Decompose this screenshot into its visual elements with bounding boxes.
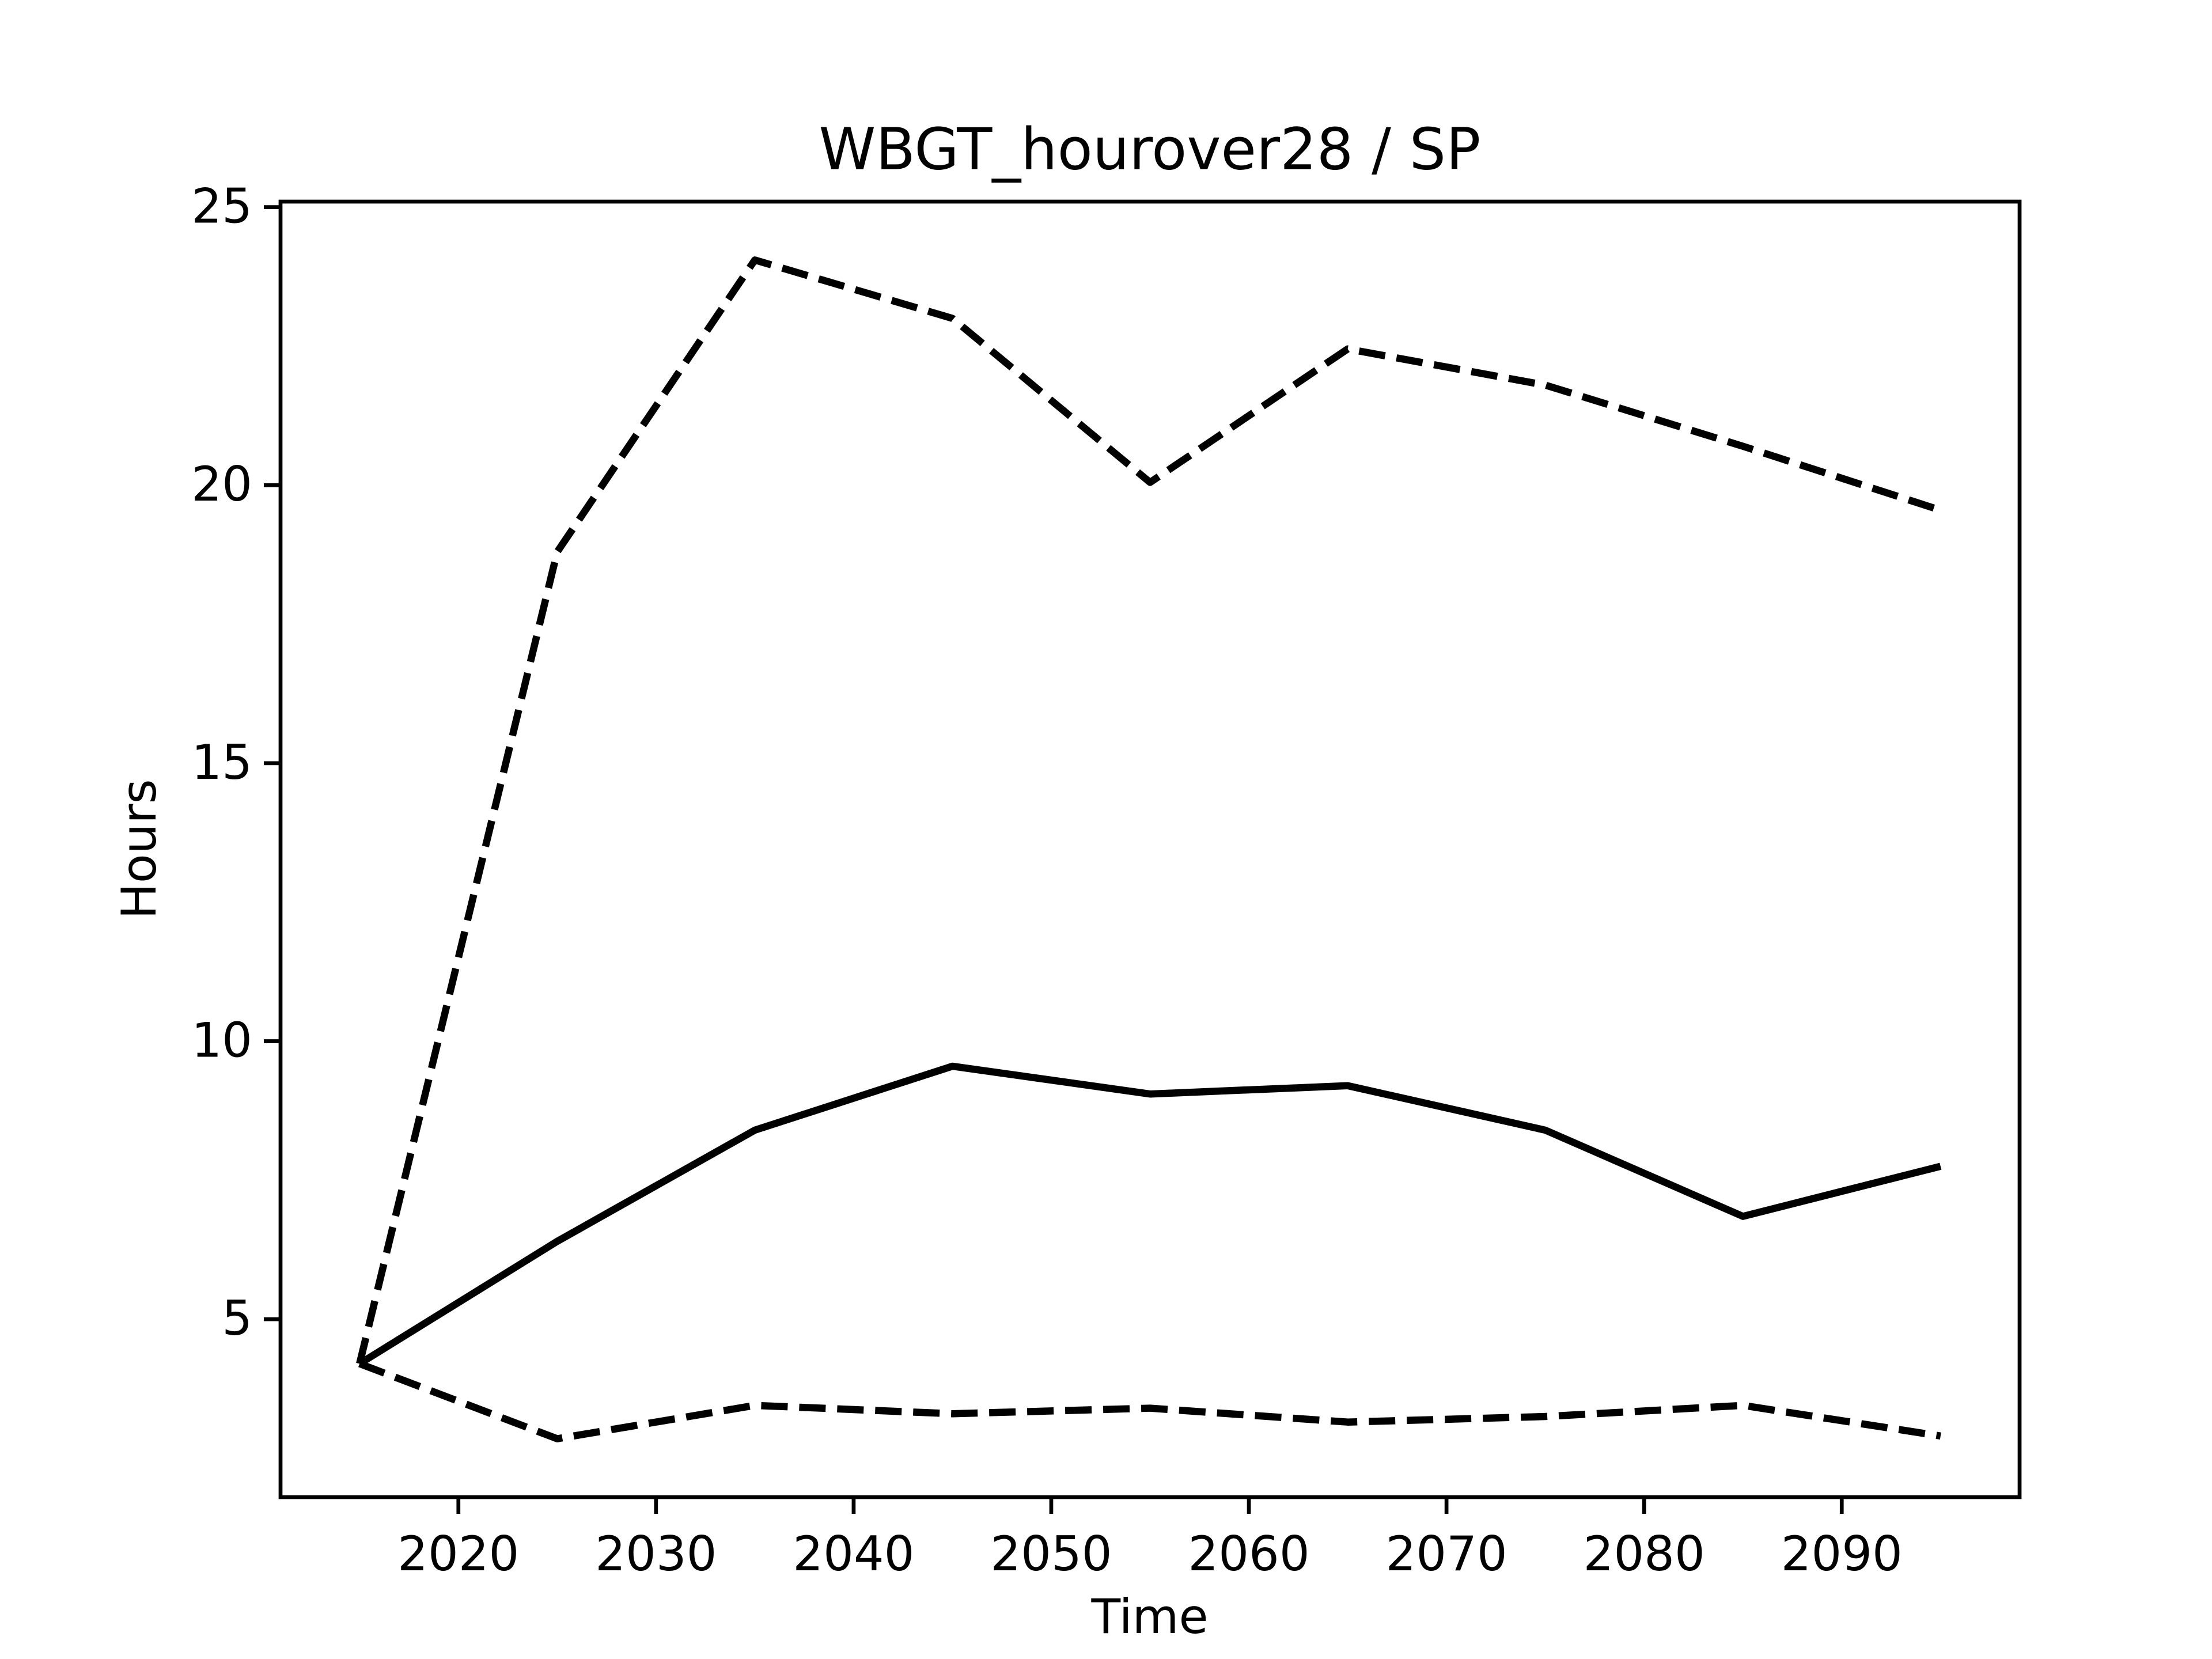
- x-tick-label: 2040: [793, 1526, 914, 1582]
- x-tick-label: 2070: [1385, 1526, 1507, 1582]
- x-tick-label: 2060: [1188, 1526, 1309, 1582]
- y-tick-label: 15: [191, 734, 252, 790]
- x-tick-label: 2030: [595, 1526, 717, 1582]
- x-axis-label: Time: [1090, 1589, 1208, 1645]
- y-tick-label: 25: [191, 179, 252, 234]
- plot-frame: [278, 199, 2022, 1499]
- x-tick-label: 2080: [1584, 1526, 1705, 1582]
- y-tick-label: 5: [222, 1290, 252, 1346]
- x-tick-label: 2020: [397, 1526, 519, 1582]
- data-line: [358, 1360, 1941, 1442]
- data-line: [357, 1062, 1942, 1367]
- data-line: [356, 256, 1942, 1365]
- y-axis-label: Hours: [111, 779, 167, 919]
- x-tick-label: 2050: [990, 1526, 1112, 1582]
- chart-title: WBGT_hourover28 / SP: [819, 115, 1481, 183]
- y-tick-label: 10: [191, 1012, 252, 1068]
- y-tick-label: 20: [191, 456, 252, 512]
- x-tick-label: 2090: [1781, 1526, 1903, 1582]
